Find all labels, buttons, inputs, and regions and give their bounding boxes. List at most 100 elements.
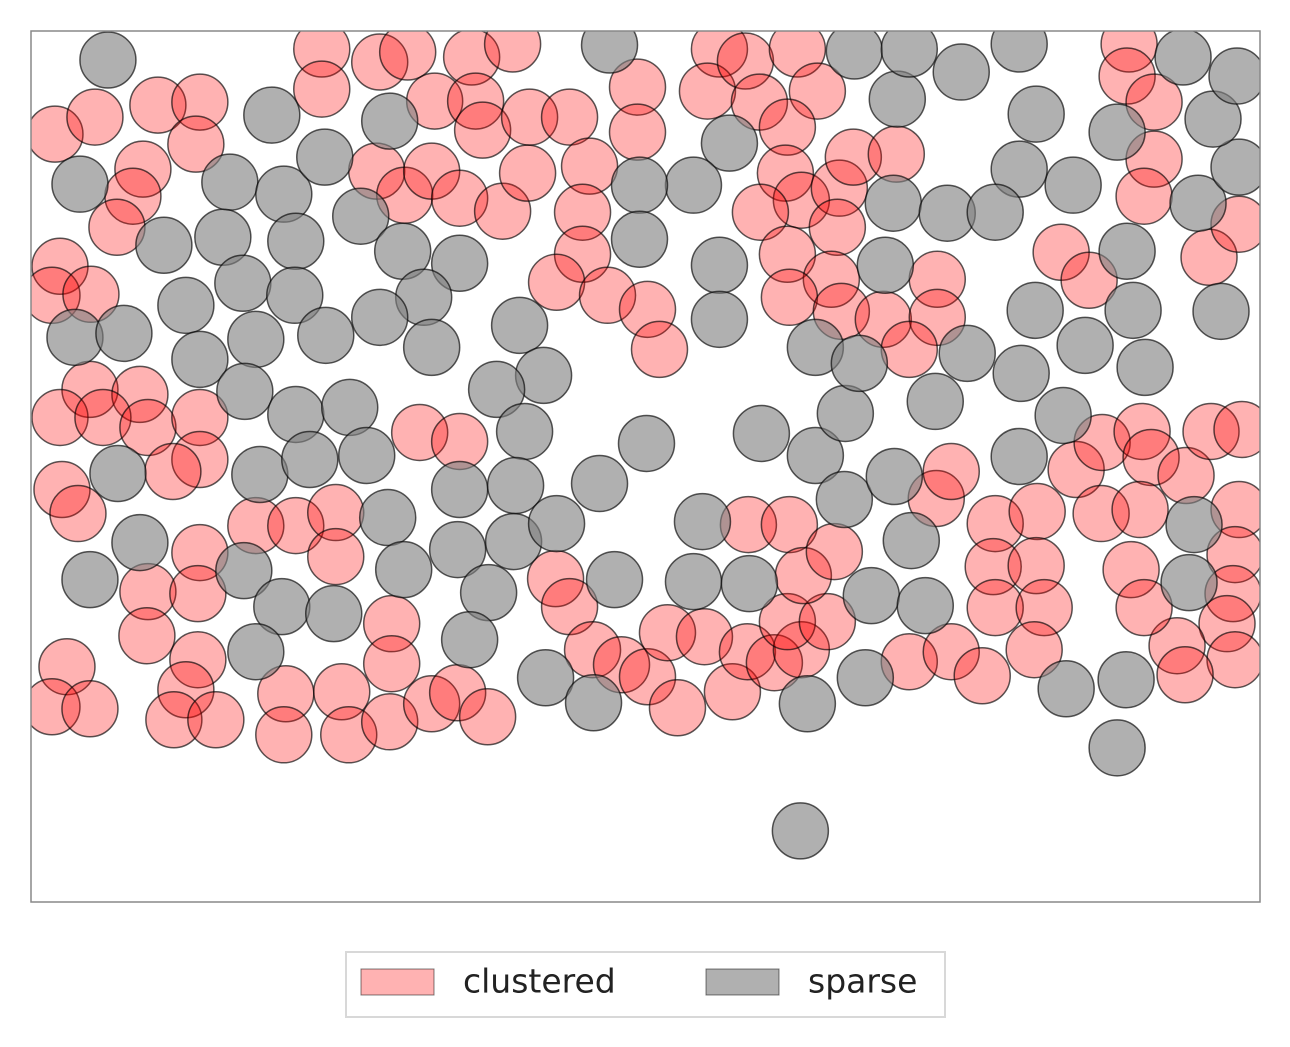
plot-frame [30,30,1261,903]
scatter-point [788,62,847,120]
scatter-point [430,460,489,519]
scatter-point [1088,719,1146,777]
scatter-point [495,402,554,461]
scatter-point [816,384,875,443]
scatter-point [758,592,817,651]
scatter-point [312,663,371,721]
scatter-point [564,674,623,732]
scatter-point [578,266,637,325]
scatter-point [610,210,669,268]
scatter-point [119,398,177,457]
scatter-point [1213,400,1260,459]
scatter-point [307,527,365,586]
scatter-point [171,388,229,447]
scatter-point [1098,222,1156,281]
scatter-point [1148,616,1206,675]
scatter-point [201,153,259,211]
scatter-point [360,92,419,150]
scatter-point [1056,316,1114,375]
scatter-point [824,128,883,186]
scatter-point [453,101,512,159]
scatter-point [227,622,285,681]
scatter-point [1098,47,1156,105]
scatter-point [1111,480,1169,539]
scatter-point [1154,31,1212,86]
scatter-point [430,234,489,293]
scatter-point [483,31,542,73]
scatter-point [786,426,845,485]
scatter-point [1115,167,1173,225]
scatter-point [580,31,639,74]
scatter-point [882,511,941,570]
scatter-point [129,76,187,134]
scatter-point [430,169,489,227]
scatter-point [527,253,586,312]
scatter-point [673,492,732,551]
scatter-point [216,362,274,421]
scatter-point [1044,156,1102,214]
scatter-point [896,576,955,635]
legend-label: sparse [808,962,917,1001]
scatter-point [836,648,895,707]
scatter-point [1182,402,1240,461]
scatter-point [638,603,697,662]
scatter-point [1100,31,1158,73]
scatter-point [690,31,749,78]
scatter-point [337,426,396,485]
scatter-point [266,266,324,325]
scatter-point [932,43,990,101]
scatter-point [51,155,109,213]
legend: clustered sparse [345,951,946,1018]
scatter-point [446,72,505,130]
scatter-point [610,156,669,214]
scatter-point [880,320,939,379]
scatter-point [922,622,981,681]
scatter-point [953,646,1011,705]
scatter-point [527,494,586,553]
scatter-point [731,183,790,241]
scatter-point [690,290,749,349]
scatter-point [720,554,779,613]
scatter-point [458,688,517,746]
scatter-point [169,630,227,689]
scatter-point [1165,495,1223,554]
scatter-point [231,445,289,504]
scatter-point [61,550,119,609]
scatter-point [297,306,355,365]
scatter-point [440,610,499,669]
scatter-point [1116,338,1174,397]
scatter-point [31,105,84,163]
scatter-point [171,430,229,489]
scatter-point [1102,540,1160,599]
scatter-point [966,183,1024,241]
scatter-point [1198,594,1256,653]
scatter-point [1006,281,1064,340]
scatter-point [938,324,996,383]
scatter-point [842,566,901,625]
scatter-point [169,564,227,623]
scatter-point [1047,440,1105,499]
scatter-point [267,212,325,270]
scatter-point [805,522,864,581]
plot-area [31,31,1260,860]
scatter-point [331,187,390,245]
scatter-point [187,691,245,749]
scatter-point [358,488,417,547]
scatter-point [135,216,193,274]
scatter-point [214,254,272,313]
scatter-point [374,540,433,599]
scatter-point [281,430,339,489]
scatter-point [111,513,169,572]
scatter-point [1097,650,1155,709]
scatter-point [33,460,91,519]
scatter-point [145,691,203,749]
scatter-point [732,404,791,463]
scatter-point [1072,484,1130,543]
scatter-point [560,137,619,195]
scatter-point [745,633,804,692]
scatter-point [758,98,817,156]
scatter-point [215,541,273,600]
scatter-point [760,495,819,554]
scatter-point [540,88,599,146]
scatter-point [868,70,927,128]
